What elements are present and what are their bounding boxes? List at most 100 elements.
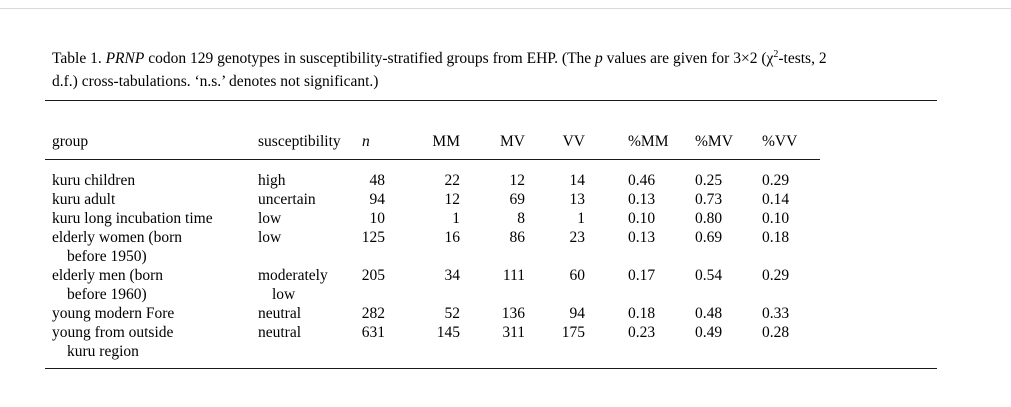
cell-pct-vv: 0.29 [762,172,790,189]
table-caption-line-1: Table 1. PRNP codon 129 genotypes in sus… [52,47,952,70]
cell-group: elderly men (born before 1960) [45,266,258,304]
cell-susceptibility: neutral [258,305,302,322]
column-header-mm: MM [432,133,460,150]
cell-pct-vv: 0.14 [762,191,790,208]
cell-susceptibility-line-2: low [272,286,296,303]
cell-mm: 22 [444,172,461,189]
cell-susceptibility: low [258,229,282,246]
cell-susceptibility-line-1: moderately [258,267,328,284]
cell-vv: 1 [577,210,585,227]
cell-pct-mv: 0.80 [695,210,723,227]
genotype-table: group susceptibility n MM MV VV %MM %MV … [45,132,798,361]
table-row: kuru adult uncertain 94 12 69 13 0.13 0.… [45,190,790,209]
cell-pct-mm: 0.13 [628,229,656,246]
cell-pct-mm: 0.10 [628,210,656,227]
column-header-pct-mm: %MM [628,133,669,150]
cell-n: 48 [369,172,386,189]
caption-p-symbol: p [595,50,603,67]
cell-mm: 12 [444,191,461,208]
cell-pct-mv: 0.54 [695,267,723,284]
cell-pct-mm: 0.23 [628,324,656,341]
cell-mv: 136 [501,305,525,322]
table-header-row: group susceptibility n MM MV VV %MM %MV … [45,132,798,151]
cell-mm: 34 [444,267,461,284]
cell-pct-mm: 0.13 [628,191,656,208]
cell-n: 94 [369,191,386,208]
cell-vv: 13 [569,191,586,208]
cell-n: 205 [361,267,385,284]
table-top-rule [45,100,937,101]
table-row: kuru children high 48 22 12 14 0.46 0.25… [45,151,790,190]
cell-group-line-2: kuru region [67,343,139,360]
column-header-pct-mv: %MV [695,133,733,150]
cell-vv: 23 [569,229,586,246]
cell-group-line-1: elderly women (born [52,229,182,246]
cell-vv: 14 [569,172,586,189]
cell-pct-mv: 0.25 [695,172,723,189]
cell-pct-vv: 0.33 [762,305,790,322]
cell-pct-vv: 0.10 [762,210,790,227]
caption-gene-name: PRNP [105,50,145,67]
cell-mm: 52 [444,305,461,322]
cell-mv: 311 [502,324,525,341]
cell-group-line-2: before 1960) [67,286,147,303]
caption-text: codon 129 genotypes in susceptibility-st… [144,50,596,67]
cell-group: kuru adult [52,191,116,208]
cell-mv: 111 [502,267,525,284]
cell-susceptibility: high [258,172,286,189]
cell-n: 631 [361,324,385,341]
cell-mv: 12 [509,172,526,189]
table-header-rule [45,159,820,160]
table-row: kuru long incubation time low 10 1 8 1 0… [45,209,790,228]
cell-group-line-1: elderly men (born [52,267,164,284]
cell-group: young from outside kuru region [45,323,258,361]
column-header-n: n [362,133,370,150]
cell-vv: 175 [561,324,585,341]
cell-group: kuru long incubation time [52,210,213,227]
cell-susceptibility: neutral [258,324,302,341]
column-header-group: group [52,133,89,150]
caption-chi-square-exponent: 2 [773,48,779,60]
column-header-pct-vv: %VV [762,133,798,150]
table-row: elderly men (born before 1960) moderatel… [45,266,790,304]
cell-susceptibility: moderately low [258,266,355,304]
cell-n: 10 [369,210,386,227]
cell-group-line-2: before 1950) [67,248,147,265]
cell-pct-mm: 0.17 [628,267,656,284]
cell-vv: 60 [569,267,586,284]
cell-vv: 94 [569,305,586,322]
cell-n: 125 [361,229,385,246]
table-row: young modern Fore neutral 282 52 136 94 … [45,304,790,323]
caption-text: -tests, 2 [778,50,827,67]
column-header-vv: VV [562,133,585,150]
cell-group: kuru children [52,172,136,189]
cell-mv: 86 [509,229,526,246]
table-caption-line-2: d.f.) cross-tabulations. ‘n.s.’ denotes … [52,73,379,90]
cell-pct-vv: 0.28 [762,324,790,341]
cell-group-line-1: young from outside [52,324,174,341]
cell-pct-mv: 0.48 [695,305,723,322]
caption-text: Table 1. [52,50,106,67]
cell-n: 282 [361,305,385,322]
cell-pct-mm: 0.18 [628,305,656,322]
cell-pct-mv: 0.49 [695,324,723,341]
table-caption: Table 1. PRNP codon 129 genotypes in sus… [52,47,952,93]
caption-text: values are given for 3×2 (χ [602,50,774,67]
cell-mv: 8 [517,210,525,227]
page-top-divider [0,8,1011,9]
cell-susceptibility: low [258,210,282,227]
cell-pct-mv: 0.73 [695,191,723,208]
cell-group: elderly women (born before 1950) [45,228,258,266]
column-header-mv: MV [500,133,525,150]
cell-group: young modern Fore [52,305,175,322]
table-row: elderly women (born before 1950) low 125… [45,228,790,266]
table-row: young from outside kuru region neutral 6… [45,323,790,361]
cell-pct-vv: 0.29 [762,267,790,284]
cell-mm: 16 [444,229,461,246]
cell-pct-vv: 0.18 [762,229,790,246]
cell-mm: 1 [452,210,460,227]
cell-mm: 145 [436,324,460,341]
cell-pct-mm: 0.46 [628,172,656,189]
cell-susceptibility: uncertain [258,191,316,208]
